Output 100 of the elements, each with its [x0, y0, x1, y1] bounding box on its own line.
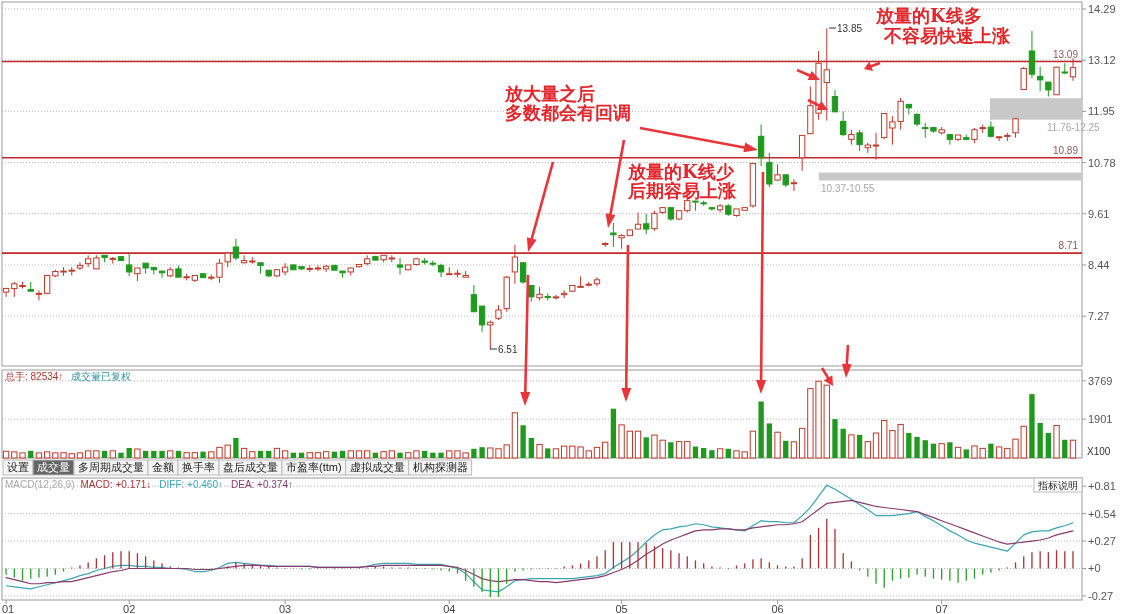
bar: [610, 408, 617, 458]
y-tick-label: +0: [1088, 562, 1101, 575]
bar: [1029, 394, 1035, 458]
bar: [511, 412, 519, 459]
bar: [798, 427, 806, 459]
bar: [716, 448, 724, 459]
bar: [233, 437, 239, 458]
bar: [668, 442, 674, 458]
y-tick-label: 8.44: [1088, 258, 1110, 271]
y-tick-label: -0.27: [1088, 589, 1114, 602]
candlestick: [511, 244, 519, 285]
candlestick: [487, 320, 494, 350]
bar: [1069, 439, 1077, 459]
band-label: 10.37-10.55: [821, 182, 875, 194]
bar: [602, 441, 609, 459]
bar: [1062, 439, 1068, 458]
candlestick: [396, 257, 404, 276]
bar: [864, 441, 871, 459]
bar: [709, 450, 715, 458]
y-axis-title: X100: [1087, 446, 1111, 457]
candlestick: [995, 135, 1003, 142]
bar: [988, 443, 994, 458]
bar: [692, 446, 699, 458]
text: 换手率: [182, 461, 215, 473]
y-tick-label: +0.54: [1088, 507, 1116, 520]
x-tick-label: 02: [123, 603, 136, 614]
bar: [471, 448, 477, 458]
bar: [118, 452, 124, 458]
candlestick: [1028, 30, 1036, 79]
bar: [552, 448, 560, 459]
bar: [43, 451, 51, 459]
annotation: 6.51: [498, 344, 518, 355]
x-tick-label: 03: [279, 603, 292, 614]
bar: [520, 425, 526, 458]
ref-line-label: 13.09: [1052, 48, 1079, 60]
bar: [593, 446, 601, 459]
bar: [528, 437, 534, 458]
bar: [725, 448, 731, 458]
ref-line-label: 10.89: [1052, 144, 1079, 156]
bar: [1037, 423, 1043, 458]
annotation: 成交量已复权: [71, 371, 132, 382]
annotation: 后期容易上涨: [627, 180, 737, 201]
y-tick-label: +0.81: [1088, 480, 1116, 493]
bar: [126, 447, 132, 458]
bar: [536, 443, 543, 459]
bar: [101, 450, 108, 458]
bar: [914, 436, 920, 458]
candlestick: [856, 129, 863, 152]
bar: [257, 450, 264, 458]
bar: [560, 445, 568, 459]
candlestick: [232, 238, 240, 261]
y-tick-label: 1901: [1088, 413, 1113, 426]
candlestick: [1036, 66, 1044, 92]
y-tick-label: 3769: [1088, 374, 1113, 387]
bar: [749, 430, 757, 459]
candlestick: [651, 210, 658, 232]
bar: [840, 428, 846, 458]
y-tick-label: 7.27: [1088, 310, 1110, 323]
candlestick: [519, 262, 527, 285]
y-tick-label: 13.12: [1088, 54, 1116, 67]
candlestick: [610, 222, 617, 248]
bar: [266, 450, 272, 458]
candlestick: [946, 134, 954, 146]
bar: [848, 434, 855, 459]
candlestick: [429, 260, 437, 267]
y-tick-label: 9.61: [1088, 207, 1110, 220]
bar: [758, 401, 764, 458]
annotation: 不容易快速上涨: [883, 25, 1011, 46]
candlestick: [478, 305, 486, 333]
x-tick-label: 06: [771, 603, 784, 614]
text: 盘后成交量: [223, 461, 278, 473]
candlestick: [643, 213, 650, 235]
bar: [832, 419, 838, 458]
bar: [545, 448, 551, 458]
bar: [479, 447, 485, 458]
bar: [701, 447, 707, 458]
bar: [397, 452, 403, 458]
bar: [766, 423, 772, 458]
bar: [774, 431, 781, 459]
bar: [1053, 424, 1060, 459]
bar: [790, 441, 798, 459]
y-tick-label: +0.27: [1088, 535, 1116, 548]
x-tick-label: 01: [1, 603, 15, 614]
x-tick-label: 04: [443, 603, 456, 614]
candlestick: [470, 284, 478, 313]
candlestick: [1020, 66, 1027, 90]
bar: [872, 432, 880, 459]
candlestick: [634, 211, 642, 230]
bar: [856, 434, 863, 458]
candlestick: [76, 261, 84, 271]
x-tick-label: 07: [935, 603, 948, 614]
annotation: 放大量之后: [504, 83, 595, 104]
text: 多周期成交量: [78, 461, 144, 473]
candlestick: [757, 124, 765, 167]
bar: [963, 449, 969, 458]
text: 机构探测器: [412, 461, 468, 473]
annotation: 放量的K线多: [875, 5, 982, 26]
candlestick: [840, 110, 847, 137]
x-tick-label: 05: [615, 603, 628, 614]
ref-line-label: 8.71: [1058, 240, 1079, 252]
